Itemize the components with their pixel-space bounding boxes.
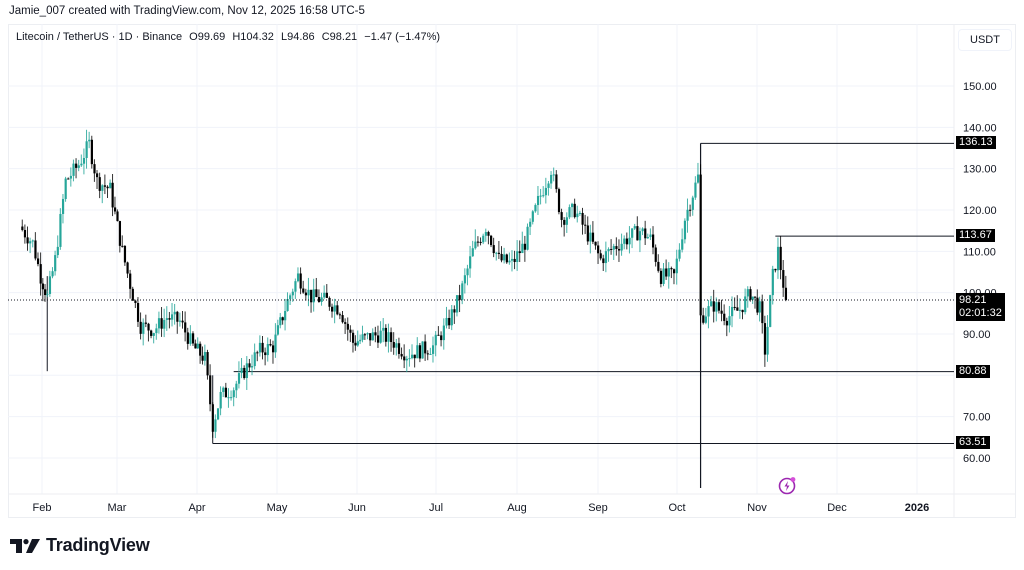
price-tick: 150.00 <box>963 81 997 93</box>
time-label: Sep <box>588 502 608 514</box>
tradingview-brand: TradingView <box>46 535 150 555</box>
price-badge: 136.13 <box>956 136 996 150</box>
tradingview-logo[interactable]: TradingView <box>10 535 150 556</box>
time-label: May <box>266 502 288 514</box>
price-tick: 130.00 <box>963 164 997 176</box>
time-label: Apr <box>188 502 206 514</box>
price-badge: 98.21 02:01:32 <box>956 293 1005 322</box>
time-label: 2026 <box>904 502 930 514</box>
price-tick: 120.00 <box>963 205 997 217</box>
ohlc-low: L94.86 <box>280 31 315 43</box>
chart-frame <box>8 24 1016 518</box>
ohlc-change: −1.47 (−1.47%) <box>364 31 441 43</box>
chart-credit: Jamie_007 created with TradingView.com, … <box>9 5 365 17</box>
horizontal-levels <box>46 142 954 488</box>
price-tick: 90.00 <box>963 329 991 341</box>
price-axis-ticks: 150.00140.00130.00120.00110.00100.0090.0… <box>963 81 997 465</box>
price-badge: 80.88 <box>956 364 990 378</box>
time-label: Jul <box>428 502 444 514</box>
price-tick: 140.00 <box>963 122 997 134</box>
time-label: Aug <box>507 502 527 514</box>
time-label: Oct <box>668 502 686 514</box>
time-label: Jun <box>348 502 366 514</box>
time-label: Dec <box>827 502 847 514</box>
time-label: Feb <box>32 502 52 514</box>
ohlc-open: O99.69 <box>189 31 226 43</box>
ohlc-close: C98.21 <box>321 31 358 43</box>
symbol-name: Litecoin / TetherUS · 1D · Binance <box>16 31 183 43</box>
price-badge: 63.51 <box>956 436 990 450</box>
price-tick: 110.00 <box>963 246 996 258</box>
tradingview-logo-icon <box>10 538 40 553</box>
price-tick: 70.00 <box>963 412 991 424</box>
ohlc-high: H104.32 <box>232 31 274 43</box>
candles <box>21 129 788 439</box>
time-label: Mar <box>107 502 127 514</box>
price-badge: 113.67 <box>956 229 995 243</box>
grid <box>8 24 954 494</box>
price-tick: 60.00 <box>963 453 991 465</box>
currency-button[interactable]: USDT <box>958 29 1012 51</box>
lightning-event-icon[interactable] <box>777 475 797 495</box>
symbol-legend: Litecoin / TetherUS · 1D · Binance O99.6… <box>16 31 444 43</box>
time-label: Nov <box>747 502 767 514</box>
